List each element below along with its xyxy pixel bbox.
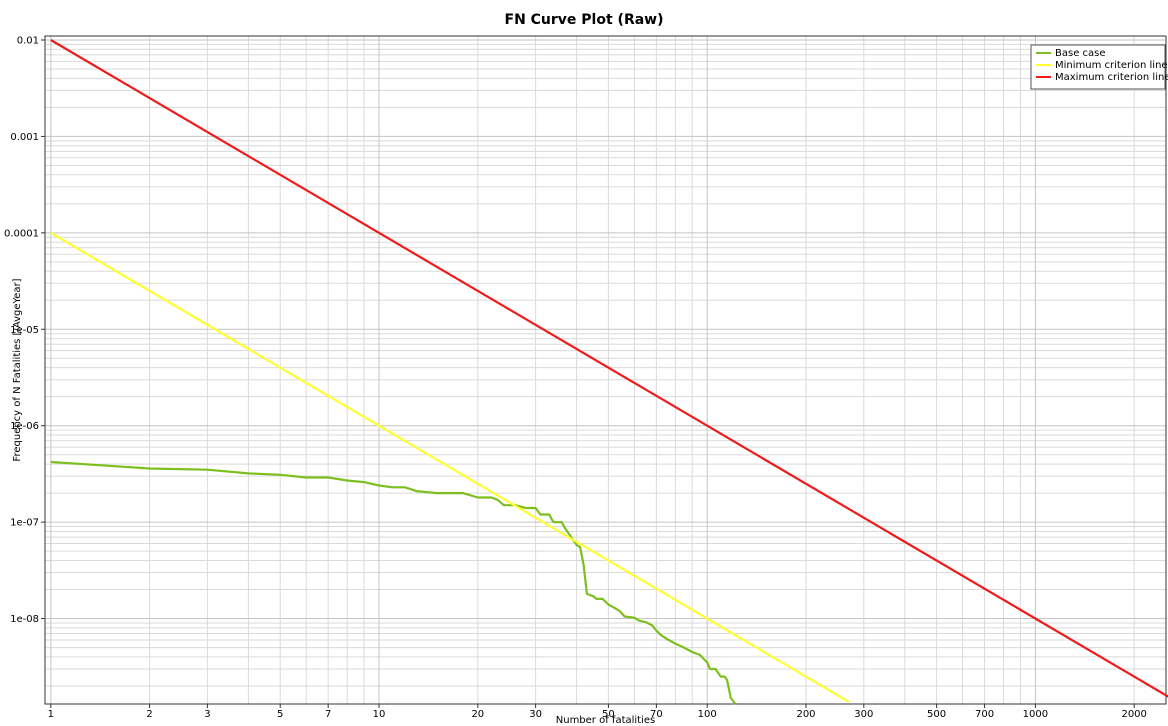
legend-label-minimum-criterion-line: Minimum criterion line xyxy=(1055,60,1168,71)
x-axis-ticks: 1 2 3 5 7 10 20 30 50 70 100 200 300 500 700 1000 2000 xyxy=(48,704,1147,720)
series-layer xyxy=(50,39,1168,705)
plot-frame xyxy=(44,35,1167,705)
y-axis-label: Frequency of N Fatalities [/AvgeYear] xyxy=(12,278,23,461)
y-tick-label: 1e-05 xyxy=(10,325,39,336)
legend-label-base-case: Base case xyxy=(1055,48,1106,59)
x-tick-label: 300 xyxy=(854,709,873,720)
y-axis-ticks: 0.01 0.001 0.0001 1e-05 1e-06 1e-07 1e-08 xyxy=(4,35,45,625)
y-tick-label: 1e-08 xyxy=(10,614,39,625)
x-tick-label: 500 xyxy=(927,709,946,720)
x-axis-label: Number of fatalities xyxy=(556,715,655,726)
minimum-criterion-line-line xyxy=(50,231,850,703)
x-tick-label: 5 xyxy=(277,709,283,720)
legend-label-maximum-criterion-line: Maximum criterion line xyxy=(1055,72,1168,83)
x-tick-label: 200 xyxy=(796,709,815,720)
x-tick-label: 1 xyxy=(48,709,54,720)
x-tick-label: 700 xyxy=(975,709,994,720)
x-tick-label: 1000 xyxy=(1023,709,1048,720)
maximum-criterion-line-line xyxy=(50,39,1168,698)
x-tick-label: 7 xyxy=(325,709,331,720)
x-tick-label: 100 xyxy=(698,709,717,720)
y-tick-label: 1e-07 xyxy=(10,518,39,529)
chart-title: FN Curve Plot (Raw) xyxy=(505,12,664,28)
x-tick-label: 30 xyxy=(529,709,542,720)
base-case-line xyxy=(50,460,737,705)
x-tick-label: 50 xyxy=(602,709,615,720)
x-tick-label: 10 xyxy=(373,709,386,720)
y-tick-label: 0.0001 xyxy=(4,228,39,239)
x-tick-label: 20 xyxy=(471,709,484,720)
x-tick-label: 3 xyxy=(204,709,210,720)
y-tick-label: 1e-06 xyxy=(10,421,39,432)
y-tick-label: 0.01 xyxy=(17,35,39,46)
x-tick-label: 70 xyxy=(650,709,663,720)
x-tick-label: 2 xyxy=(146,709,152,720)
major-grid xyxy=(45,36,1166,704)
x-tick-label: 2000 xyxy=(1121,709,1146,720)
y-tick-label: 0.001 xyxy=(10,132,39,143)
legend-box xyxy=(1030,44,1166,90)
minor-grid xyxy=(45,36,1166,704)
